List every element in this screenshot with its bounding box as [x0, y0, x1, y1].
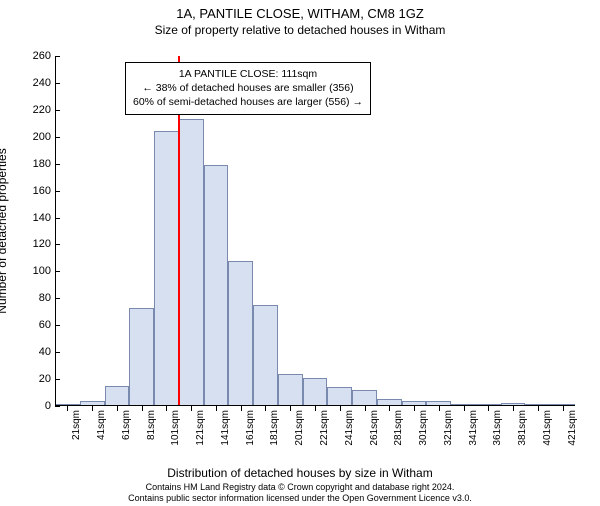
x-tick-label: 281sqm — [393, 410, 404, 446]
histogram-bar — [204, 165, 229, 406]
x-tick-label: 81sqm — [146, 410, 157, 440]
y-axis-line — [55, 56, 56, 406]
y-tick-label: 160 — [11, 185, 51, 197]
footer-line-2: Contains public sector information licen… — [0, 493, 600, 504]
x-tick-label: 341sqm — [468, 410, 479, 446]
info-line-3: 60% of semi-detached houses are larger (… — [133, 95, 363, 109]
x-tick-mark — [414, 406, 415, 411]
histogram-bar — [129, 308, 154, 406]
plot-area: 020406080100120140160180200220240260 21s… — [55, 56, 575, 406]
x-tick-label: 261sqm — [369, 410, 380, 446]
x-tick-label: 101sqm — [170, 410, 181, 446]
x-tick-mark — [117, 406, 118, 411]
x-tick-mark — [513, 406, 514, 411]
y-tick-label: 180 — [11, 158, 51, 170]
x-tick-mark — [92, 406, 93, 411]
y-tick-label: 80 — [11, 292, 51, 304]
x-tick-mark — [265, 406, 266, 411]
x-tick-label: 41sqm — [96, 410, 107, 440]
y-tick-label: 140 — [11, 212, 51, 224]
chart-container: 1A, PANTILE CLOSE, WITHAM, CM8 1GZ Size … — [0, 6, 600, 506]
x-tick-mark — [216, 406, 217, 411]
x-tick-mark — [439, 406, 440, 411]
x-tick-label: 241sqm — [344, 410, 355, 446]
info-line-1: 1A PANTILE CLOSE: 111sqm — [133, 67, 363, 81]
histogram-bar — [105, 386, 130, 406]
x-tick-mark — [340, 406, 341, 411]
chart-title: 1A, PANTILE CLOSE, WITHAM, CM8 1GZ — [0, 6, 600, 21]
x-tick-label: 401sqm — [542, 410, 553, 446]
x-tick-label: 161sqm — [245, 410, 256, 446]
footer: Contains HM Land Registry data © Crown c… — [0, 482, 600, 505]
histogram-bar — [327, 387, 352, 406]
y-tick-label: 120 — [11, 238, 51, 250]
x-tick-mark — [464, 406, 465, 411]
x-tick-mark — [538, 406, 539, 411]
chart-subtitle: Size of property relative to detached ho… — [0, 23, 600, 37]
histogram-bar — [352, 390, 377, 406]
x-tick-mark — [290, 406, 291, 411]
x-tick-label: 421sqm — [567, 410, 578, 446]
x-tick-label: 61sqm — [121, 410, 132, 440]
x-tick-mark — [191, 406, 192, 411]
x-tick-label: 301sqm — [418, 410, 429, 446]
histogram-bar — [278, 374, 303, 406]
x-tick-label: 201sqm — [294, 410, 305, 446]
x-tick-mark — [241, 406, 242, 411]
x-tick-mark — [142, 406, 143, 411]
y-tick-label: 40 — [11, 346, 51, 358]
x-tick-mark — [389, 406, 390, 411]
x-tick-mark — [488, 406, 489, 411]
x-tick-label: 221sqm — [319, 410, 330, 446]
x-tick-label: 181sqm — [269, 410, 280, 446]
x-tick-mark — [365, 406, 366, 411]
x-tick-mark — [166, 406, 167, 411]
x-tick-label: 141sqm — [220, 410, 231, 446]
y-tick-label: 100 — [11, 265, 51, 277]
x-tick-label: 321sqm — [443, 410, 454, 446]
y-tick-label: 0 — [11, 400, 51, 412]
info-box: 1A PANTILE CLOSE: 111sqm ← 38% of detach… — [125, 62, 371, 115]
y-tick-label: 220 — [11, 104, 51, 116]
x-tick-label: 381sqm — [517, 410, 528, 446]
x-tick-mark — [67, 406, 68, 411]
x-tick-label: 121sqm — [195, 410, 206, 446]
info-line-2: ← 38% of detached houses are smaller (35… — [133, 81, 363, 95]
x-axis-label: Distribution of detached houses by size … — [0, 466, 600, 480]
x-tick-mark — [315, 406, 316, 411]
histogram-bar — [154, 131, 179, 406]
y-tick-label: 260 — [11, 50, 51, 62]
x-tick-label: 21sqm — [71, 410, 82, 440]
histogram-bar — [228, 261, 253, 406]
x-tick-label: 361sqm — [492, 410, 503, 446]
x-tick-container: 21sqm 41sqm 61sqm 81sqm 101sqm 121sqm 141sqm 16… — [55, 406, 575, 466]
histogram-bar — [179, 119, 204, 406]
footer-line-1: Contains HM Land Registry data © Crown c… — [0, 482, 600, 493]
y-tick-container: 020406080100120140160180200220240260 — [5, 56, 55, 406]
x-tick-mark — [563, 406, 564, 411]
histogram-bar — [253, 305, 278, 406]
y-tick-label: 20 — [11, 373, 51, 385]
histogram-bar — [303, 378, 328, 406]
y-tick-label: 60 — [11, 319, 51, 331]
y-tick-label: 240 — [11, 77, 51, 89]
y-tick-label: 200 — [11, 131, 51, 143]
